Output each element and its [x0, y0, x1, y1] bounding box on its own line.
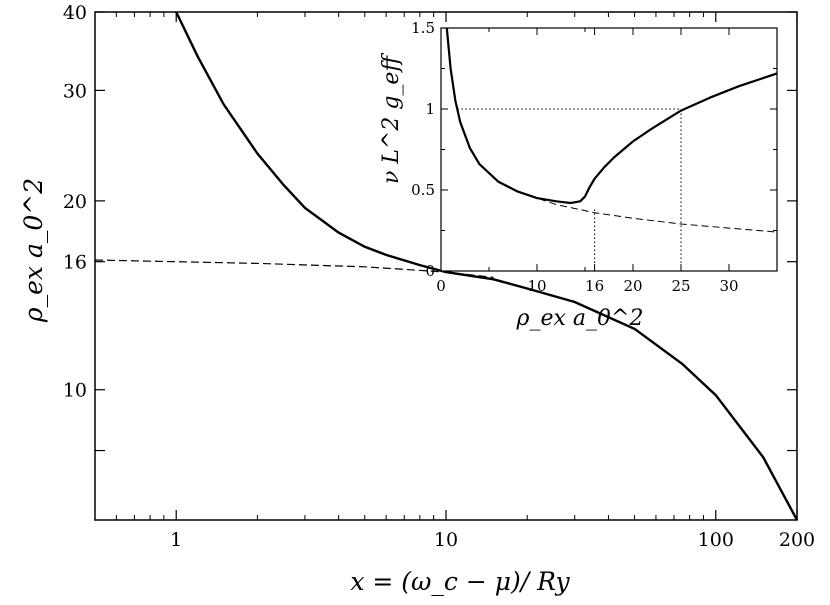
inset-background	[441, 28, 777, 271]
inset-x-tick-label: 16	[585, 277, 604, 295]
main-x-tick-label: 1	[170, 529, 182, 551]
main-y-tick-label: 20	[63, 191, 87, 213]
inset-lines	[445, 27, 778, 271]
main-x-tick-label: 200	[779, 529, 815, 551]
inset-x-tick-label: 0	[436, 277, 446, 295]
inset-y-tick-label: 0.5	[411, 181, 435, 199]
inset-x-tick-label: 30	[719, 277, 738, 295]
inset-dashed-curve	[498, 181, 778, 233]
main-lines	[94, 11, 799, 521]
inset-x-tick-label: 10	[527, 277, 546, 295]
main-y-tick-label: 10	[63, 380, 87, 402]
inset-y-tick-label: 1	[425, 100, 435, 118]
main-y-tick-label: 30	[63, 80, 87, 102]
main-y-axis-label: ρ_ex a_0^2	[19, 178, 48, 323]
inset-x-tick-label: 20	[623, 277, 642, 295]
main-y-tick-label: 40	[63, 2, 87, 24]
inset-y-tick-label: 1.5	[411, 19, 435, 37]
main-dashed-curve	[94, 259, 494, 278]
inset-x-tick-label: 25	[671, 277, 690, 295]
inset-x-axis-label: ρ_ex a_0^2	[516, 306, 644, 331]
main-x-tick-label: 10	[434, 529, 458, 551]
main-ticks	[94, 11, 798, 520]
main-x-axis-label: x = (ω_c − μ)/ Ry	[350, 567, 570, 596]
inset-ticks	[440, 27, 777, 272]
main-y-tick-label: 16	[63, 252, 87, 274]
inset-tick-labels: 0 10 16 20 25 30 0 0.5 1 1.5	[411, 19, 738, 295]
inset-y-tick-label: 0	[425, 262, 435, 280]
main-solid-curve	[175, 11, 799, 521]
inset-y-axis-label: ν L^2 g_eff	[379, 53, 404, 185]
inset-solid-curve	[445, 27, 778, 205]
main-x-tick-label: 100	[698, 529, 734, 551]
